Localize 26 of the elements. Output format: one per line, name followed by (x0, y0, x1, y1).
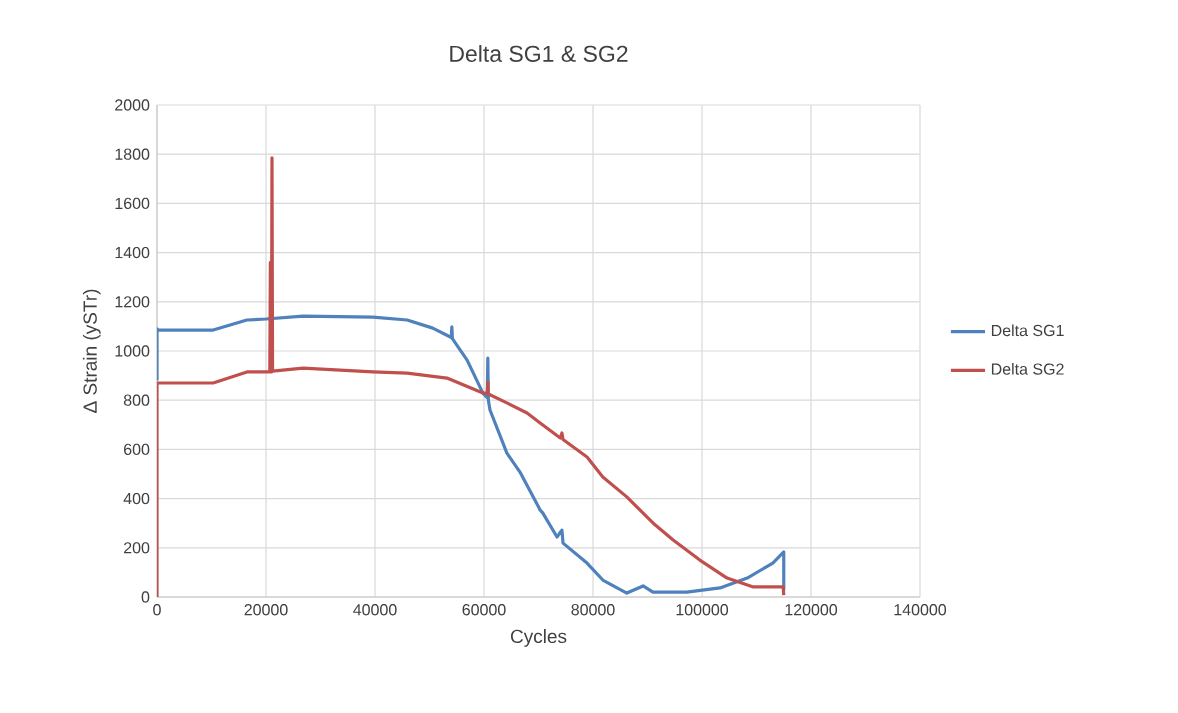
chart-title: Delta SG1 & SG2 (450, 45, 628, 62)
y-tick-label: 800 (123, 394, 150, 406)
y-tick-label: 0 (141, 591, 150, 603)
x-tick-label: 120000 (785, 604, 838, 616)
y-axis-title: Δ Strain (ySTr) (82, 289, 101, 413)
legend-label: Delta SG1 (991, 324, 1064, 337)
y-tick-label: 1200 (115, 296, 150, 308)
y-tick-label: 600 (124, 443, 150, 456)
y-tick-label: 2000 (115, 99, 150, 111)
line-series (157, 156, 786, 597)
y-tick-label: 200 (124, 542, 150, 554)
y-tick-label: 1800 (115, 148, 150, 160)
y-tick-label: 1600 (115, 197, 150, 210)
x-axis-title: Cycles (510, 629, 567, 647)
y-tick-label: 400 (123, 492, 150, 505)
x-tick-label: 40000 (353, 604, 397, 616)
x-tick-label: 100000 (676, 604, 729, 616)
y-tick-label: 1400 (115, 246, 150, 259)
x-tick-label: 60000 (462, 604, 506, 616)
x-tick-label: 80000 (571, 604, 615, 616)
y-tick-label: 1000 (115, 345, 150, 357)
x-tick-label: 140000 (894, 604, 947, 616)
x-tick-label: 0 (153, 604, 161, 616)
line-series (157, 314, 786, 595)
x-tick-label: 20000 (244, 604, 288, 616)
legend-label: Delta SG2 (991, 362, 1064, 375)
